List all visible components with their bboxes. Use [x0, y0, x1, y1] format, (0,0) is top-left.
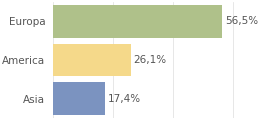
Text: 56,5%: 56,5% — [225, 16, 258, 26]
Bar — [53, 44, 131, 76]
Text: 26,1%: 26,1% — [134, 55, 167, 65]
Text: 17,4%: 17,4% — [108, 94, 141, 104]
Bar — [53, 5, 222, 38]
Bar — [53, 82, 105, 115]
